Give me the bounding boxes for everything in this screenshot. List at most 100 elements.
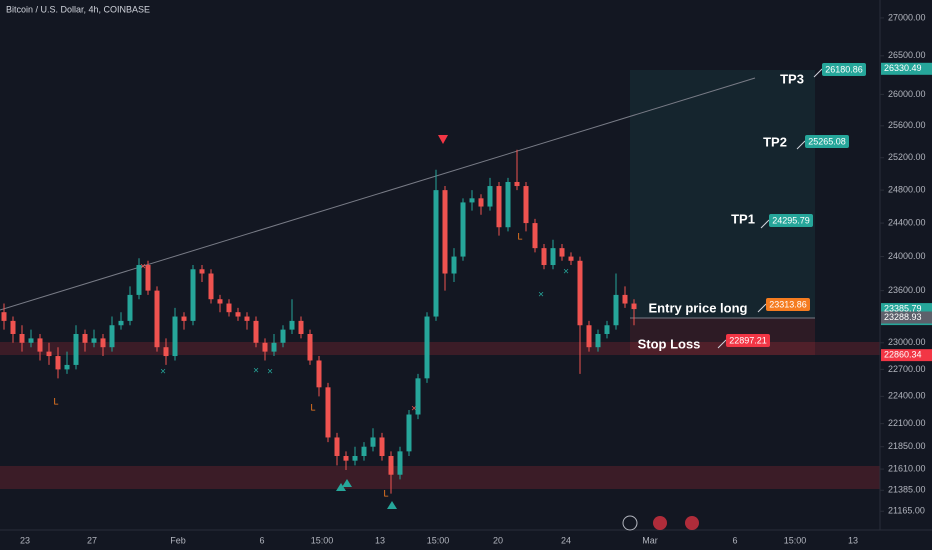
candle-body: [37, 338, 43, 352]
price-tag: [805, 135, 849, 148]
price-tag: [766, 298, 810, 311]
annotation-label: Stop Loss: [638, 336, 701, 351]
axis-price-label: 26330.49: [884, 63, 922, 73]
candle-body: [118, 320, 124, 326]
candle-body: [91, 338, 97, 343]
candle-body: [163, 347, 169, 357]
x-tick-label: Feb: [170, 535, 186, 545]
x-tick-label: 23: [20, 535, 30, 545]
price-tag: [822, 63, 866, 76]
candle-body: [478, 198, 484, 207]
candle-body: [325, 387, 331, 438]
y-tick-label: 22400.00: [888, 391, 926, 401]
y-tick-label: 24000.00: [888, 251, 926, 261]
toolbar-icons: [622, 515, 699, 531]
trend-line: [0, 77, 756, 311]
candle-body: [154, 290, 160, 348]
candle-body: [19, 334, 25, 343]
y-tick-label: 24800.00: [888, 185, 926, 195]
y-tick-label: 22700.00: [888, 364, 926, 374]
candle-body: [613, 294, 619, 326]
candle-body: [127, 294, 133, 321]
candle-body: [217, 299, 223, 304]
axis-price-label: 23385.79: [884, 303, 922, 313]
icon[interactable]: [622, 515, 638, 531]
y-tick-label: 21165.00: [888, 506, 925, 516]
annotation-pointer: [760, 219, 770, 229]
annotation-pointer: [757, 303, 767, 313]
x-tick-label: 13: [848, 535, 858, 545]
cross-marker: ×: [140, 262, 146, 273]
price-tag: [769, 214, 813, 227]
candle-body: [307, 334, 313, 361]
candle-body: [397, 451, 403, 475]
annotation-label: Entry price long: [649, 300, 748, 315]
buy-signal: [387, 501, 397, 509]
candle-body: [64, 364, 70, 370]
signal-label: L: [517, 231, 522, 241]
axis-price-tag: [881, 311, 932, 324]
candle-body: [631, 303, 637, 310]
cross-marker: ×: [411, 404, 417, 415]
candle-body: [343, 456, 349, 461]
candle-body: [370, 437, 376, 447]
candle-body: [235, 312, 241, 317]
y-tick-label: 21850.00: [888, 441, 926, 451]
candle-body: [109, 325, 115, 348]
y-tick-label: 24400.00: [888, 217, 926, 227]
candle-body: [586, 325, 592, 348]
axis-price-tag: [881, 349, 932, 362]
candle-body: [145, 265, 151, 291]
y-tick-label: 22100.00: [888, 418, 926, 428]
candle-body: [226, 303, 232, 313]
cross-marker: ×: [538, 290, 544, 301]
icon[interactable]: [685, 516, 699, 530]
icon[interactable]: [653, 516, 667, 530]
candle-body: [505, 181, 511, 228]
annotation-pointer: [796, 140, 806, 150]
x-tick-label: 13: [375, 535, 385, 545]
candle-body: [424, 316, 430, 379]
candle-body: [541, 248, 547, 266]
candle-body: [379, 437, 385, 457]
x-tick-label: 15:00: [311, 535, 334, 545]
candle-body: [46, 351, 52, 357]
y-tick-label: 27000.00: [888, 12, 926, 22]
candle-body: [190, 269, 196, 321]
candle-body: [253, 320, 259, 343]
candle-body: [460, 202, 466, 257]
signal-label: L: [53, 396, 58, 406]
signal-label: L: [383, 488, 388, 498]
x-tick-label: 6: [259, 535, 264, 545]
candle-body: [577, 260, 583, 326]
candle-body: [334, 437, 340, 457]
candle-body: [244, 316, 250, 321]
candle-body: [595, 334, 601, 348]
candle-body: [82, 334, 88, 343]
buy-signal: [342, 479, 352, 487]
candle-body: [262, 342, 268, 352]
axis-price-label: 23288.93: [884, 312, 922, 322]
price-tag: [726, 334, 770, 347]
y-tick-label: 25600.00: [888, 120, 926, 130]
x-tick-label: 15:00: [784, 535, 807, 545]
candle-body: [10, 320, 16, 335]
x-tick-label: 15:00: [427, 535, 450, 545]
price-tag-label: 26180.86: [825, 64, 863, 74]
annotation-label: TP3: [780, 71, 804, 86]
candle-body: [496, 186, 502, 228]
candle-body: [361, 446, 367, 457]
x-tick-label: Mar: [642, 535, 658, 545]
y-tick-label: 25200.00: [888, 152, 926, 162]
signal-label: L: [310, 402, 315, 412]
candle-body: [433, 190, 439, 317]
candle-body: [406, 414, 412, 452]
annotation-pointer: [813, 68, 823, 78]
annotation-label: TP1: [731, 211, 755, 226]
loss-zone: [630, 318, 815, 355]
price-tag-label: 25265.08: [808, 136, 846, 146]
support-band: [0, 466, 880, 489]
candle-body: [100, 338, 106, 348]
